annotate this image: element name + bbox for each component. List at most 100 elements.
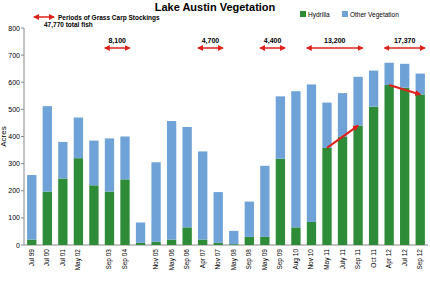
bar: [43, 192, 52, 245]
y-tick-label: 500: [8, 106, 20, 113]
trend-arrow: [327, 126, 358, 148]
bar: [322, 103, 331, 148]
bar: [338, 137, 347, 246]
y-tick: [21, 82, 24, 83]
bar: [120, 179, 129, 245]
y-tick: [21, 163, 24, 164]
trend-arrow: [389, 85, 420, 94]
bar: [136, 243, 145, 245]
y-tick: [21, 217, 24, 218]
bar: [182, 227, 191, 245]
bar: [214, 243, 223, 245]
x-tick-label: Jul 01: [59, 249, 66, 267]
y-tick-label: 800: [8, 25, 20, 32]
bar: [229, 231, 238, 244]
bars: [27, 63, 425, 245]
bar: [198, 151, 207, 239]
stocking-arrow: [260, 47, 285, 49]
x-tick-label: May 02: [74, 249, 82, 271]
bar: [136, 222, 145, 242]
bar: [43, 106, 52, 191]
bar: [276, 159, 285, 245]
legend-swatch: [342, 11, 348, 17]
bar: [27, 175, 36, 240]
bar: [353, 126, 362, 245]
bar: [260, 237, 269, 245]
bar: [120, 137, 129, 180]
stocking-arrow: [105, 47, 130, 49]
x-tick-label: Sep 11: [354, 249, 362, 270]
bar: [245, 202, 254, 237]
bar: [260, 166, 269, 237]
x-tick-label: Apr 12: [385, 249, 393, 269]
bar: [291, 91, 300, 227]
y-label: Acres: [0, 126, 8, 146]
bar: [105, 138, 114, 191]
stocking-label: 17,370: [394, 37, 416, 45]
x-tick-label: Sep 08: [245, 249, 253, 270]
stocking-arrow: [384, 47, 424, 49]
bar: [369, 71, 378, 107]
bar: [245, 237, 254, 245]
x-axis: [24, 245, 428, 246]
x-tick-label: Sep 03: [105, 249, 113, 270]
bar: [369, 107, 378, 245]
bar: [338, 93, 347, 136]
y-tick-label: 400: [8, 133, 20, 140]
x-tick-label: Nov 10: [307, 249, 314, 270]
title: Lake Austin Vegetation: [155, 1, 276, 13]
y-tick: [21, 109, 24, 110]
stocking-legend-arrow: [34, 16, 54, 18]
bar: [276, 96, 285, 158]
bar: [384, 85, 393, 245]
x-tick-label: Aug 10: [292, 249, 300, 270]
bar: [307, 84, 316, 222]
x-tick-label: Apr 07: [199, 249, 207, 269]
y-tick-label: 300: [8, 160, 20, 167]
x-tick-label: Nov 07: [214, 249, 221, 270]
x-tick-label: Sep 12: [416, 249, 424, 270]
bar: [182, 127, 191, 227]
bar: [167, 240, 176, 245]
y-tick-label: 100: [8, 214, 20, 221]
bar: [58, 142, 67, 179]
chart: Lake Austin Vegetation010020030040050060…: [0, 0, 430, 297]
bar: [416, 94, 425, 245]
y-tick-label: 700: [8, 52, 20, 59]
x-tick-label: Sep 09: [276, 249, 284, 270]
x-tick-label: May 08: [230, 249, 238, 271]
x-tick-label: Sep 04: [121, 249, 129, 270]
bar: [416, 74, 425, 95]
y-tick: [21, 190, 24, 191]
legend-label: Other Vegetation: [350, 11, 399, 19]
stocking-label: 8,100: [108, 37, 126, 45]
stocking-label: 4,400: [264, 37, 282, 45]
bar: [27, 240, 36, 245]
bar: [214, 192, 223, 243]
x-tick-label: Nov 05: [152, 249, 159, 270]
bar: [151, 242, 160, 245]
stocking-label: 13,200: [324, 37, 346, 45]
y-tick: [21, 245, 24, 246]
stocking-total: 47,770 total fish: [44, 21, 93, 29]
stocking-label: 4,700: [202, 37, 220, 45]
bar: [353, 77, 362, 126]
y-tick-label: 600: [8, 79, 20, 86]
bar: [400, 64, 409, 88]
x-tick-label: Jul 00: [43, 249, 50, 267]
x-tick-label: May 09: [261, 249, 269, 271]
bar: [74, 158, 83, 245]
bar: [167, 121, 176, 240]
bar: [151, 162, 160, 241]
bar: [307, 222, 316, 245]
y-tick: [21, 136, 24, 137]
y-tick: [21, 55, 24, 56]
x-tick-label: Jul 12: [401, 249, 408, 267]
bar: [322, 148, 331, 245]
stocking-arrow: [307, 47, 363, 49]
x-tick-label: July 11: [339, 249, 347, 269]
bar: [89, 141, 98, 186]
x-tick-label: May 11: [323, 249, 331, 270]
bar: [105, 192, 114, 245]
x-tick-label: Jul 99: [28, 249, 35, 267]
